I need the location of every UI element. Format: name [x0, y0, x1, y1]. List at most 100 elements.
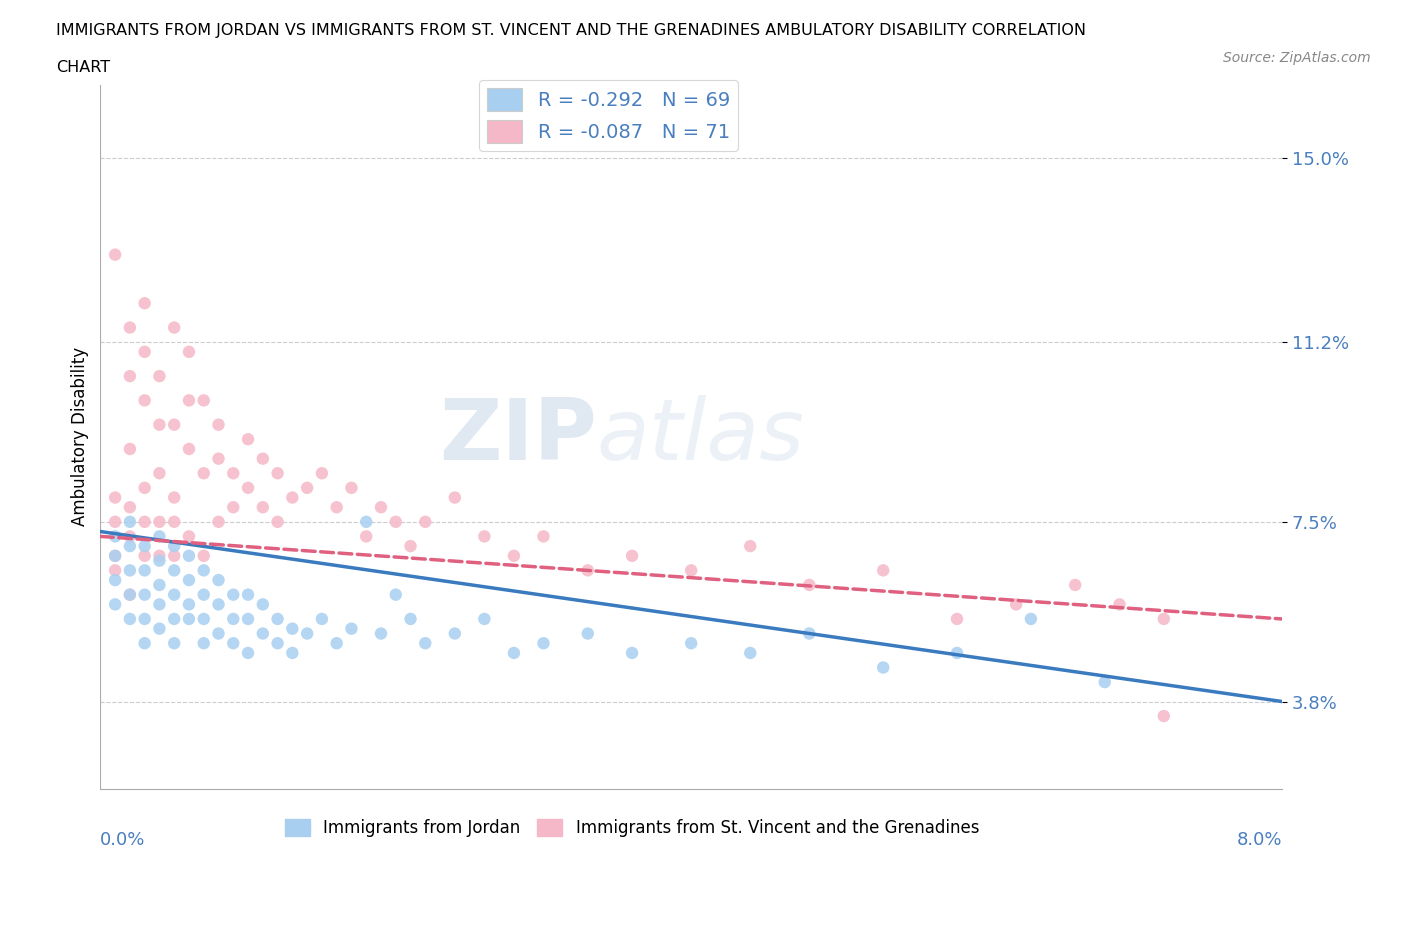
- Point: [1108, 597, 1130, 612]
- Point: [1153, 709, 1175, 724]
- Point: [281, 490, 304, 505]
- Point: [222, 499, 245, 514]
- Point: [799, 578, 821, 592]
- Point: [1094, 674, 1116, 689]
- Point: [148, 578, 170, 592]
- Point: [281, 645, 304, 660]
- Point: [163, 612, 186, 627]
- Text: Source: ZipAtlas.com: Source: ZipAtlas.com: [1223, 51, 1371, 65]
- Point: [118, 612, 141, 627]
- Point: [370, 626, 392, 641]
- Point: [118, 320, 141, 335]
- Point: [266, 466, 288, 481]
- Legend: R = -0.292   N = 69, R = -0.087   N = 71: R = -0.292 N = 69, R = -0.087 N = 71: [479, 80, 738, 151]
- Point: [266, 636, 288, 651]
- Point: [295, 481, 318, 496]
- Point: [193, 549, 215, 564]
- Point: [399, 612, 422, 627]
- Point: [134, 344, 156, 359]
- Point: [193, 636, 215, 651]
- Point: [163, 587, 186, 602]
- Point: [134, 514, 156, 529]
- Point: [266, 514, 288, 529]
- Point: [104, 597, 127, 612]
- Point: [236, 612, 259, 627]
- Point: [134, 481, 156, 496]
- Point: [134, 636, 156, 651]
- Point: [370, 499, 392, 514]
- Point: [576, 563, 599, 578]
- Point: [193, 393, 215, 408]
- Point: [177, 549, 200, 564]
- Point: [681, 563, 703, 578]
- Point: [118, 368, 141, 383]
- Point: [207, 514, 229, 529]
- Point: [118, 587, 141, 602]
- Point: [177, 393, 200, 408]
- Point: [222, 587, 245, 602]
- Point: [222, 466, 245, 481]
- Point: [134, 296, 156, 311]
- Point: [413, 636, 436, 651]
- Point: [266, 612, 288, 627]
- Point: [252, 626, 274, 641]
- Point: [576, 626, 599, 641]
- Point: [207, 573, 229, 588]
- Point: [193, 587, 215, 602]
- Text: CHART: CHART: [56, 60, 110, 75]
- Text: atlas: atlas: [596, 395, 804, 478]
- Point: [118, 442, 141, 457]
- Point: [104, 529, 127, 544]
- Point: [340, 481, 363, 496]
- Point: [325, 499, 347, 514]
- Point: [163, 490, 186, 505]
- Point: [384, 514, 406, 529]
- Point: [236, 587, 259, 602]
- Point: [104, 549, 127, 564]
- Point: [104, 573, 127, 588]
- Point: [474, 612, 496, 627]
- Text: 0.0%: 0.0%: [100, 831, 146, 849]
- Point: [1019, 612, 1042, 627]
- Point: [236, 645, 259, 660]
- Point: [354, 529, 377, 544]
- Point: [163, 636, 186, 651]
- Point: [621, 549, 644, 564]
- Text: IMMIGRANTS FROM JORDAN VS IMMIGRANTS FROM ST. VINCENT AND THE GRENADINES AMBULAT: IMMIGRANTS FROM JORDAN VS IMMIGRANTS FRO…: [56, 23, 1087, 38]
- Point: [740, 645, 762, 660]
- Point: [443, 626, 465, 641]
- Point: [148, 514, 170, 529]
- Point: [148, 553, 170, 568]
- Point: [236, 432, 259, 446]
- Point: [148, 466, 170, 481]
- Point: [872, 660, 894, 675]
- Point: [872, 563, 894, 578]
- Text: 8.0%: 8.0%: [1236, 831, 1282, 849]
- Point: [134, 393, 156, 408]
- Point: [533, 529, 555, 544]
- Point: [354, 514, 377, 529]
- Point: [252, 499, 274, 514]
- Point: [104, 563, 127, 578]
- Point: [413, 514, 436, 529]
- Point: [222, 636, 245, 651]
- Point: [148, 549, 170, 564]
- Point: [163, 418, 186, 432]
- Point: [207, 451, 229, 466]
- Point: [340, 621, 363, 636]
- Point: [104, 514, 127, 529]
- Point: [946, 612, 969, 627]
- Point: [163, 320, 186, 335]
- Point: [1153, 612, 1175, 627]
- Y-axis label: Ambulatory Disability: Ambulatory Disability: [72, 347, 89, 526]
- Point: [325, 636, 347, 651]
- Point: [399, 538, 422, 553]
- Point: [118, 587, 141, 602]
- Point: [163, 514, 186, 529]
- Point: [207, 626, 229, 641]
- Point: [946, 645, 969, 660]
- Point: [163, 549, 186, 564]
- Point: [177, 442, 200, 457]
- Point: [134, 587, 156, 602]
- Point: [177, 597, 200, 612]
